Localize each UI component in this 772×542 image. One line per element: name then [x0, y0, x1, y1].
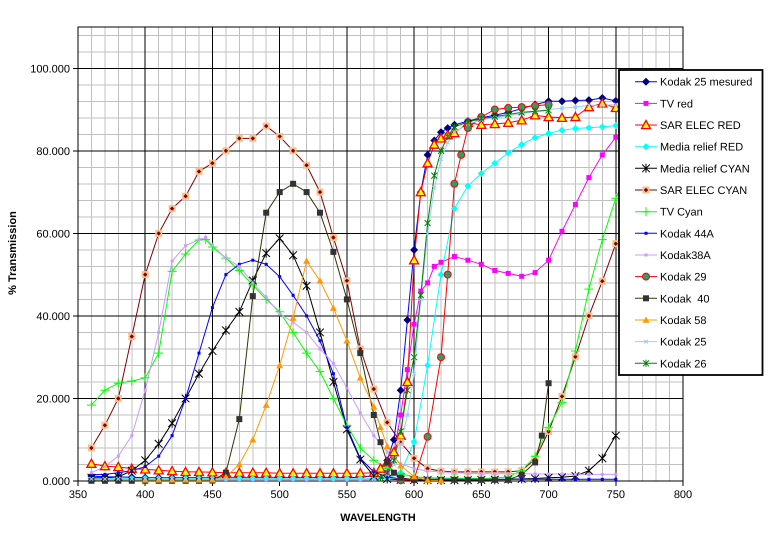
svg-text:600: 600	[405, 489, 423, 501]
svg-text:Kodak 26: Kodak 26	[660, 358, 706, 370]
svg-text:% Transmission: % Transmission	[7, 211, 19, 295]
svg-text:700: 700	[539, 489, 557, 501]
svg-text:TV Cyan: TV Cyan	[660, 207, 703, 219]
svg-text:Media relief RED: Media relief RED	[660, 142, 743, 154]
svg-text:Kodak 25: Kodak 25	[660, 337, 706, 349]
svg-text:450: 450	[203, 489, 221, 501]
svg-text:SAR ELEC RED: SAR ELEC RED	[660, 120, 741, 132]
svg-text:0.000: 0.000	[42, 476, 70, 488]
svg-text:SAR ELEC CYAN: SAR ELEC CYAN	[660, 185, 747, 197]
svg-text:Kodak38A: Kodak38A	[660, 250, 711, 262]
svg-text:100.000: 100.000	[30, 63, 70, 75]
svg-text:20.000: 20.000	[36, 394, 70, 406]
svg-text:WAVELENGTH: WAVELENGTH	[340, 512, 416, 524]
svg-text:Kodak 25 mesured: Kodak 25 mesured	[660, 77, 752, 89]
svg-text:Kodak 44A: Kodak 44A	[660, 228, 714, 240]
svg-text:40.000: 40.000	[36, 311, 70, 323]
svg-text:60.000: 60.000	[36, 228, 70, 240]
svg-text:750: 750	[607, 489, 625, 501]
svg-text:650: 650	[472, 489, 490, 501]
svg-text:350: 350	[69, 489, 87, 501]
svg-text:Media relief CYAN: Media relief CYAN	[660, 163, 750, 175]
svg-text:400: 400	[136, 489, 154, 501]
svg-text:80.000: 80.000	[36, 146, 70, 158]
svg-text:Kodak 40: Kodak 40	[660, 293, 710, 305]
svg-text:Kodak 58: Kodak 58	[660, 315, 706, 327]
svg-text:500: 500	[271, 489, 289, 501]
svg-text:550: 550	[338, 489, 356, 501]
svg-text:TV red: TV red	[660, 98, 693, 110]
svg-text:800: 800	[674, 489, 692, 501]
svg-text:Kodak 29: Kodak 29	[660, 272, 706, 284]
